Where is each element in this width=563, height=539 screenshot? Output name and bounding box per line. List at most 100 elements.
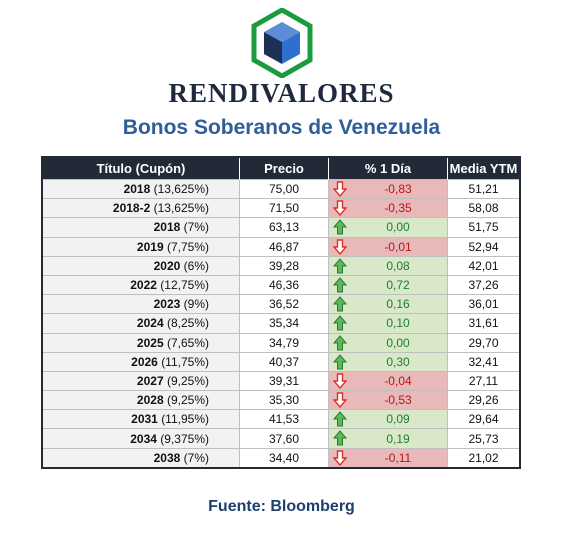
table-row: 2023 (9%) 36,52 0,16 36,01 <box>41 294 521 315</box>
bond-change-value: 0,72 <box>386 278 410 293</box>
bond-change-cell: 0,08 <box>328 255 448 276</box>
bond-change-value: -0,01 <box>384 239 412 254</box>
bond-price: 41,53 <box>239 409 329 430</box>
arrow-up-icon <box>332 277 348 293</box>
arrow-up-icon <box>332 353 348 370</box>
bond-change-value: 0,19 <box>386 431 410 446</box>
bond-change-cell: 0,72 <box>328 274 448 296</box>
bond-year: 2022 <box>130 278 157 293</box>
bond-year: 2028 <box>136 393 164 408</box>
bond-change-value: -0,35 <box>384 201 412 216</box>
bond-change-value: 0,16 <box>386 297 410 312</box>
bond-ytm: 36,01 <box>447 294 521 315</box>
bond-price: 75,00 <box>239 178 329 200</box>
source-note: Fuente: Bloomberg <box>208 498 355 515</box>
bond-title-cell: 2020 (6%) <box>41 255 240 276</box>
bond-title-cell: 2025 (7,65%) <box>41 332 240 353</box>
bond-change-cell: -0,53 <box>328 390 448 411</box>
bond-ytm: 51,75 <box>447 217 521 238</box>
bond-coupon: (13,625%) <box>153 182 209 197</box>
bond-change-value: 0,30 <box>386 354 410 369</box>
bond-ytm: 21,02 <box>447 447 521 469</box>
bond-price: 40,37 <box>239 351 329 372</box>
table-row: 2038 (7%) 34,40 -0,11 21,02 <box>41 447 521 469</box>
bond-year: 2026 <box>131 354 158 369</box>
bond-price: 71,50 <box>239 198 329 219</box>
page-title: Bonos Soberanos de Venezuela <box>122 116 441 139</box>
arrow-up-icon <box>332 257 348 274</box>
bond-year: 2023 <box>153 297 181 312</box>
bond-change-cell: -0,83 <box>328 178 448 200</box>
bond-price: 46,36 <box>239 274 329 296</box>
arrow-down-icon <box>332 449 348 466</box>
bond-change-cell: 0,16 <box>328 294 448 315</box>
bond-change-cell: -0,01 <box>328 236 448 257</box>
bond-coupon: (13,625%) <box>153 201 209 216</box>
bond-year: 2018-2 <box>112 201 151 216</box>
bond-change-value: 0,00 <box>386 335 410 350</box>
bond-ytm: 32,41 <box>447 351 521 372</box>
bond-ytm: 29,26 <box>447 390 521 411</box>
arrow-up-icon <box>332 334 348 351</box>
arrow-down-icon <box>332 392 348 409</box>
bond-change-value: -0,53 <box>384 393 412 408</box>
bond-change-value: 0,08 <box>386 258 410 273</box>
bond-change-cell: -0,11 <box>328 447 448 469</box>
bond-ytm: 31,61 <box>447 313 521 334</box>
bond-coupon: (9,375%) <box>160 431 209 446</box>
bond-coupon: (7,75%) <box>166 239 209 254</box>
bond-change-cell: 0,09 <box>328 409 448 430</box>
arrow-down-icon <box>332 373 348 389</box>
bond-coupon: (11,95%) <box>161 412 209 427</box>
header-cambio: % 1 Día <box>328 157 448 180</box>
bond-coupon: (6%) <box>183 258 209 273</box>
bond-ytm: 42,01 <box>447 255 521 276</box>
bond-year: 2020 <box>153 258 181 273</box>
bond-change-value: -0,83 <box>384 182 412 197</box>
bond-price: 34,79 <box>239 332 329 353</box>
bond-title-cell: 2023 (9%) <box>41 294 240 315</box>
bond-change-value: -0,04 <box>384 373 412 388</box>
arrow-up-icon <box>332 411 348 427</box>
bond-year: 2031 <box>131 412 158 427</box>
bond-change-cell: 0,00 <box>328 332 448 353</box>
table-row: 2018 (7%) 63,13 0,00 51,75 <box>41 217 521 238</box>
table-header-row: Título (Cupón) Precio % 1 Día Media YTM <box>42 157 520 180</box>
header-ytm: Media YTM <box>447 157 520 180</box>
bond-change-value: 0,09 <box>386 412 410 427</box>
bond-change-cell: -0,04 <box>328 370 448 392</box>
bond-coupon: (9,25%) <box>166 373 209 388</box>
table-row: 2034 (9,375%) 37,60 0,19 25,73 <box>41 428 521 449</box>
table-row: 2026 (11,75%) 40,37 0,30 32,41 <box>41 351 521 372</box>
arrow-down-icon <box>332 200 348 217</box>
bond-year: 2019 <box>136 239 164 254</box>
bond-ytm: 52,94 <box>447 236 521 257</box>
bond-ytm: 29,70 <box>447 332 521 353</box>
bond-title-cell: 2018 (7%) <box>41 217 240 238</box>
table-row: 2027 (9,25%) 39,31 -0,04 27,11 <box>41 370 521 392</box>
bond-ytm: 27,11 <box>447 370 521 392</box>
bond-title-cell: 2026 (11,75%) <box>41 351 240 372</box>
bond-coupon: (11,75%) <box>161 354 209 369</box>
table-row: 2018-2 (13,625%) 71,50 -0,35 58,08 <box>41 198 521 219</box>
header-precio: Precio <box>239 157 329 180</box>
bond-coupon: (7%) <box>183 450 209 465</box>
table-row: 2028 (9,25%) 35,30 -0,53 29,26 <box>41 390 521 411</box>
bond-coupon: (7%) <box>183 220 209 235</box>
bond-year: 2024 <box>136 316 164 331</box>
bond-price: 39,31 <box>239 370 329 392</box>
table-row: 2024 (8,25%) 35,34 0,10 31,61 <box>41 313 521 334</box>
bond-coupon: (9,25%) <box>166 393 209 408</box>
bond-title-cell: 2018-2 (13,625%) <box>41 198 240 219</box>
table-row: 2031 (11,95%) 41,53 0,09 29,64 <box>41 409 521 430</box>
brand-name: RENDIVALORES <box>168 78 395 108</box>
header-titulo: Título (Cupón) <box>42 157 240 180</box>
bond-change-cell: 0,00 <box>328 217 448 238</box>
bond-title-cell: 2038 (7%) <box>41 447 240 469</box>
bond-coupon: (12,75%) <box>160 278 209 293</box>
bond-change-value: 0,00 <box>386 220 410 235</box>
arrow-up-icon <box>332 315 348 331</box>
bond-coupon: (7,65%) <box>166 335 209 350</box>
bond-price: 35,30 <box>239 390 329 411</box>
bond-ytm: 29,64 <box>447 409 521 430</box>
